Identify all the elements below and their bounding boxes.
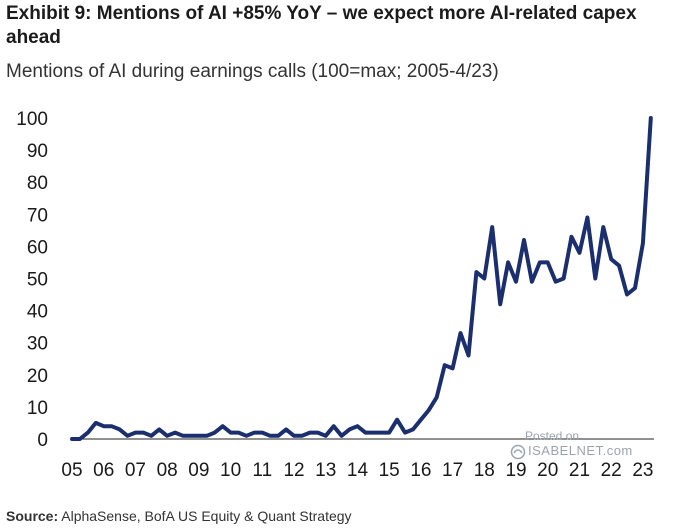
x-tick-label: 23 bbox=[632, 460, 653, 481]
y-tick-label: 40 bbox=[27, 302, 48, 323]
x-tick-label: 08 bbox=[157, 460, 178, 481]
chart-title: Exhibit 9: Mentions of AI +85% YoY – we … bbox=[6, 3, 637, 48]
y-tick-label: 60 bbox=[27, 237, 48, 258]
x-tick-label: 21 bbox=[569, 460, 590, 481]
x-tick-label: 12 bbox=[283, 460, 304, 481]
x-tick-label: 18 bbox=[474, 460, 495, 481]
y-tick-label: 100 bbox=[16, 109, 48, 130]
y-tick-label: 30 bbox=[27, 334, 48, 355]
y-tick-label: 90 bbox=[27, 141, 48, 162]
isabelnet-logo-icon bbox=[510, 444, 526, 460]
x-tick-label: 20 bbox=[537, 460, 558, 481]
x-tick-label: 05 bbox=[61, 460, 82, 481]
x-tick-label: 16 bbox=[410, 460, 431, 481]
source-text: AlphaSense, BofA US Equity & Quant Strat… bbox=[61, 508, 352, 524]
y-tick-label: 50 bbox=[27, 270, 48, 291]
watermark-site: ISABELNET.com bbox=[528, 443, 633, 458]
chart-subtitle: Mentions of AI during earnings calls (10… bbox=[6, 61, 499, 82]
x-tick-label: 22 bbox=[601, 460, 622, 481]
watermark-posted-on: Posted on bbox=[525, 429, 580, 443]
watermark: Posted on ISABELNET.com bbox=[508, 426, 658, 466]
y-tick-label: 10 bbox=[27, 398, 48, 419]
x-tick-label: 17 bbox=[442, 460, 463, 481]
source-label: Source: bbox=[6, 508, 59, 524]
x-tick-label: 09 bbox=[188, 460, 209, 481]
source-note: Source: AlphaSense, BofA US Equity & Qua… bbox=[6, 508, 352, 524]
x-tick-label: 19 bbox=[505, 460, 526, 481]
series-line bbox=[70, 116, 653, 441]
x-tick-label: 13 bbox=[315, 460, 336, 481]
x-tick-label: 06 bbox=[93, 460, 114, 481]
y-tick-label: 0 bbox=[37, 430, 48, 451]
x-tick-label: 10 bbox=[220, 460, 241, 481]
x-tick-label: 07 bbox=[125, 460, 146, 481]
y-tick-label: 70 bbox=[27, 205, 48, 226]
y-axis-ticks: 0 10 20 30 40 50 60 70 80 90 100 bbox=[16, 109, 48, 451]
y-tick-label: 80 bbox=[27, 173, 48, 194]
y-tick-label: 20 bbox=[27, 366, 48, 387]
x-tick-label: 11 bbox=[252, 460, 272, 481]
x-tick-label: 14 bbox=[347, 460, 369, 481]
x-tick-label: 15 bbox=[379, 460, 400, 481]
x-axis-ticks: 05 06 07 08 09 10 11 12 13 14 15 16 17 18 19 20 21 22 23 bbox=[61, 460, 653, 481]
